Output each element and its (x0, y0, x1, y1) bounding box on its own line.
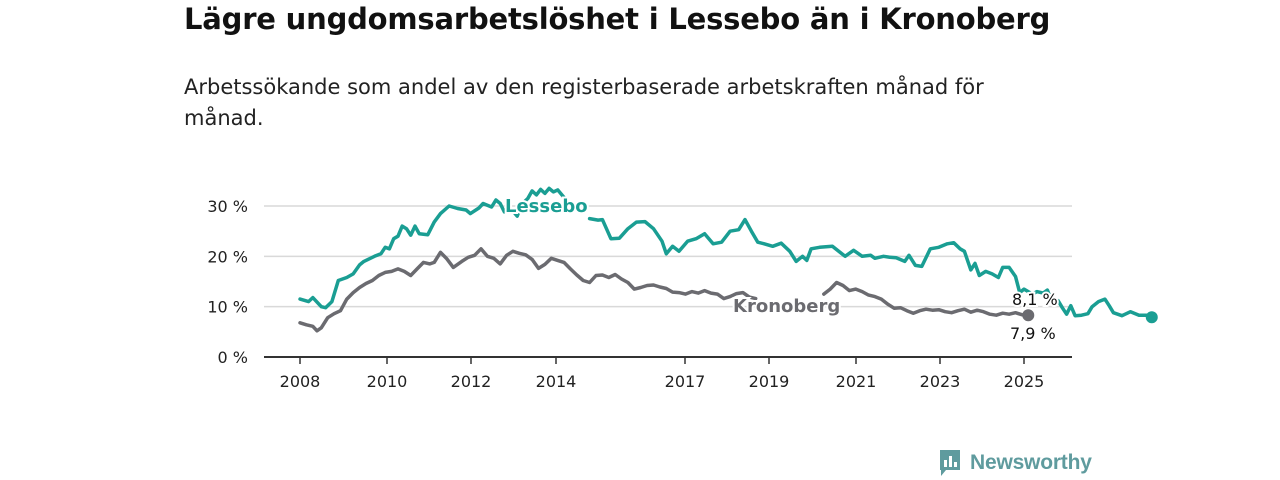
x-tick-label: 2019 (749, 372, 790, 391)
brand-name: Newsworthy (970, 451, 1092, 474)
y-tick-label: 10 % (207, 298, 248, 317)
series-line-kronoberg-0 (298, 247, 758, 333)
series-labels: Lessebo Kronoberg 8,1 % 7,9 % (503, 194, 1060, 345)
series-label-lessebo: Lessebo (505, 196, 588, 217)
chart-title: Lägre ungdomsarbetslöshet i Lessebo än i… (184, 2, 1051, 36)
x-tick-label: 2014 (536, 372, 577, 391)
chart-subtitle: Arbetssökande som andel av den registerb… (184, 75, 984, 130)
x-tick-label: 2008 (280, 372, 321, 391)
series-label-kronoberg: Kronoberg (733, 296, 840, 317)
y-axis-tick-labels: 0 % 10 % 20 % 30 % (207, 197, 248, 367)
x-tick-label: 2023 (920, 372, 961, 391)
series-lines (298, 186, 1158, 333)
x-tick-label: 2025 (1004, 372, 1045, 391)
series-line-lessebo-0 (298, 186, 566, 310)
y-tick-label: 20 % (207, 247, 248, 266)
endpoint-dot-kronoberg (1022, 309, 1035, 322)
series-line-lessebo-1 (587, 216, 1154, 319)
line-chart: 0 % 10 % 20 % 30 % 2008 2010 2012 2014 2017 2019… (207, 186, 1158, 391)
end-label-lessebo: 8,1 % (1012, 290, 1058, 309)
y-tick-label: 0 % (218, 348, 248, 367)
newsworthy-logo: Newsworthy (938, 448, 1092, 478)
newsworthy-logo-icon (940, 450, 960, 476)
x-tick-label: 2012 (451, 372, 492, 391)
end-label-kronoberg: 7,9 % (1010, 324, 1056, 343)
x-tick-label: 2021 (836, 372, 877, 391)
y-tick-label: 30 % (207, 197, 248, 216)
x-tick-label: 2017 (665, 372, 706, 391)
x-tick-label: 2010 (367, 372, 408, 391)
grid-lines (264, 205, 1072, 358)
series-line-kronoberg-1 (822, 280, 1031, 317)
endpoint-dot-lessebo (1145, 311, 1158, 324)
x-axis-tick-labels: 2008 2010 2012 2014 2017 2019 2021 2023 2025 (280, 357, 1045, 391)
